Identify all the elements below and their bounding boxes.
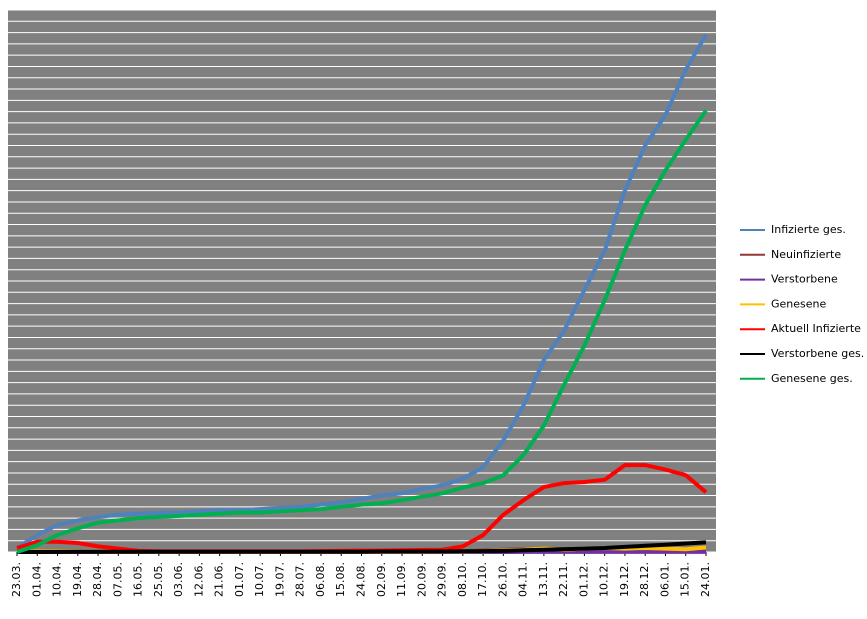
legend-label: Neuinfizierte xyxy=(771,248,841,261)
x-tick-label: 03.06. xyxy=(172,562,185,597)
legend-label: Verstorbene xyxy=(771,273,838,286)
legend-label: Infizierte ges. xyxy=(771,223,846,236)
legend-label: Genesene ges. xyxy=(771,372,853,385)
x-tick-label: 23.03. xyxy=(10,562,23,597)
x-tick-label: 01.04. xyxy=(30,562,43,597)
x-tick-label: 21.06. xyxy=(213,562,226,597)
legend-label: Verstorbene ges. xyxy=(771,347,864,360)
x-tick-label: 01.07. xyxy=(233,562,246,597)
x-tick-label: 04.11. xyxy=(517,562,530,597)
x-tick-label: 22.11. xyxy=(557,562,570,597)
x-tick-label: 13.11. xyxy=(537,562,550,597)
x-tick-label: 19.12. xyxy=(618,562,631,597)
legend-label: Aktuell Infizierte xyxy=(771,322,861,335)
x-tick-label: 24.08. xyxy=(355,562,368,597)
x-tick-label: 28.12. xyxy=(638,562,651,597)
x-tick-label: 24.01. xyxy=(699,562,712,597)
x-tick-label: 10.07. xyxy=(253,562,266,597)
x-tick-label: 16.05. xyxy=(132,562,145,597)
series-line xyxy=(17,540,707,554)
x-tick-label: 11.09. xyxy=(395,562,408,597)
x-tick-label: 26.10. xyxy=(496,562,509,597)
x-tick-label: 06.08. xyxy=(314,562,327,597)
x-tick-label: 25.05. xyxy=(152,562,165,597)
x-tick-label: 19.04. xyxy=(71,562,84,597)
series-line xyxy=(15,33,708,550)
x-tick-label: 10.12. xyxy=(598,562,611,597)
x-tick-label: 15.08. xyxy=(334,562,347,597)
x-tick-label: 29.09. xyxy=(436,562,449,597)
x-tick-label: 12.06. xyxy=(192,562,205,597)
x-tick-label: 28.07. xyxy=(294,562,307,597)
x-tick-label: 07.05. xyxy=(111,562,124,597)
x-tick-label: 20.09. xyxy=(415,562,428,597)
x-tick-label: 10.04. xyxy=(51,562,64,597)
x-tick-label: 17.10. xyxy=(476,562,489,597)
x-tick-label: 02.09. xyxy=(375,562,388,597)
x-tick-label: 19.07. xyxy=(273,562,286,597)
x-tick-label: 06.01. xyxy=(658,562,671,597)
x-tick-label: 01.12. xyxy=(577,562,590,597)
x-tick-label: 15.01. xyxy=(679,562,692,597)
x-tick-label: 08.10. xyxy=(456,562,469,597)
x-tick-label: 28.04. xyxy=(91,562,104,597)
legend-label: Genesene xyxy=(771,297,827,310)
series-line xyxy=(16,109,708,554)
